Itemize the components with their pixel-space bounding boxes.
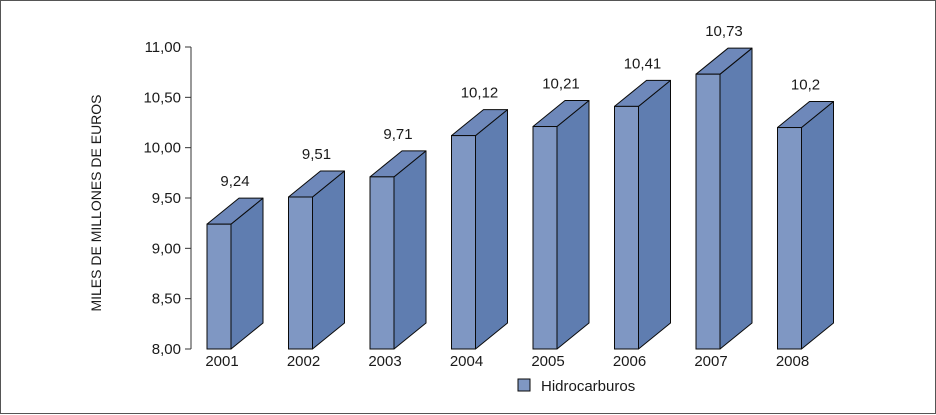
data-label: 10,12	[461, 85, 499, 102]
y-tick-label: 11,00	[145, 39, 181, 56]
bar	[288, 170, 345, 350]
y-axis-title: MILES DE MILLONES DE EUROS	[88, 94, 104, 311]
bar-side-face	[556, 100, 590, 350]
bar-front-face	[206, 223, 232, 350]
x-tick-label: 2005	[531, 353, 564, 370]
data-label: 9,71	[383, 126, 412, 143]
x-tick-label: 2006	[613, 353, 646, 370]
x-tick-label: 2007	[694, 353, 727, 370]
data-label: 9,51	[302, 146, 331, 163]
x-tick-label: 2008	[776, 353, 809, 370]
bar-front-face	[777, 127, 802, 350]
x-tick-label: 2002	[287, 353, 320, 370]
bar-front-face	[369, 176, 395, 350]
bar-side-face	[393, 150, 427, 350]
legend-swatch	[517, 378, 531, 392]
x-tick-label: 2003	[368, 353, 401, 370]
y-tick-label: 9,50	[152, 190, 181, 207]
data-label: 10,41	[624, 55, 662, 72]
data-label: 10,2	[791, 77, 820, 94]
bar-side-face	[312, 170, 345, 350]
y-tick-label: 8,00	[152, 341, 181, 358]
bar-side-face	[475, 109, 508, 350]
bar	[614, 79, 671, 350]
x-tick-label: 2004	[450, 353, 483, 370]
bar-front-face	[451, 135, 476, 350]
bar	[695, 47, 753, 350]
bar	[451, 109, 508, 350]
bar-front-face	[288, 196, 313, 350]
bars	[206, 47, 834, 350]
data-labels: 9,24 9,51 9,71 10,12 10,21 10,41 10,73 10,2	[220, 23, 820, 190]
bar-front-face	[614, 105, 639, 350]
y-axis: 8,00 8,50 9,00 9,50 10,00 10,50 11,00	[143, 39, 192, 358]
bar-side-face	[638, 79, 671, 350]
data-label: 10,21	[542, 76, 580, 93]
bar	[206, 197, 264, 350]
bar-side-face	[719, 47, 753, 350]
data-label: 9,24	[220, 173, 249, 190]
y-tick-label: 8,50	[152, 291, 181, 308]
y-tick-label: 10,50	[143, 89, 181, 106]
bar-front-face	[695, 73, 721, 350]
bar-front-face	[532, 126, 558, 350]
x-tick-label: 2001	[205, 353, 238, 370]
bar	[777, 101, 834, 350]
data-label: 10,73	[705, 23, 743, 40]
legend-label: Hidrocarburos	[541, 378, 635, 395]
bar	[532, 100, 590, 350]
y-tick-label: 10,00	[143, 140, 181, 157]
x-axis-labels: 2001 2002 2003 2004 2005 2006 2007 2008	[205, 353, 809, 370]
bar	[369, 150, 427, 350]
bar-side-face	[801, 101, 834, 350]
y-tick-label: 9,00	[152, 240, 181, 257]
legend: Hidrocarburos	[517, 378, 635, 395]
